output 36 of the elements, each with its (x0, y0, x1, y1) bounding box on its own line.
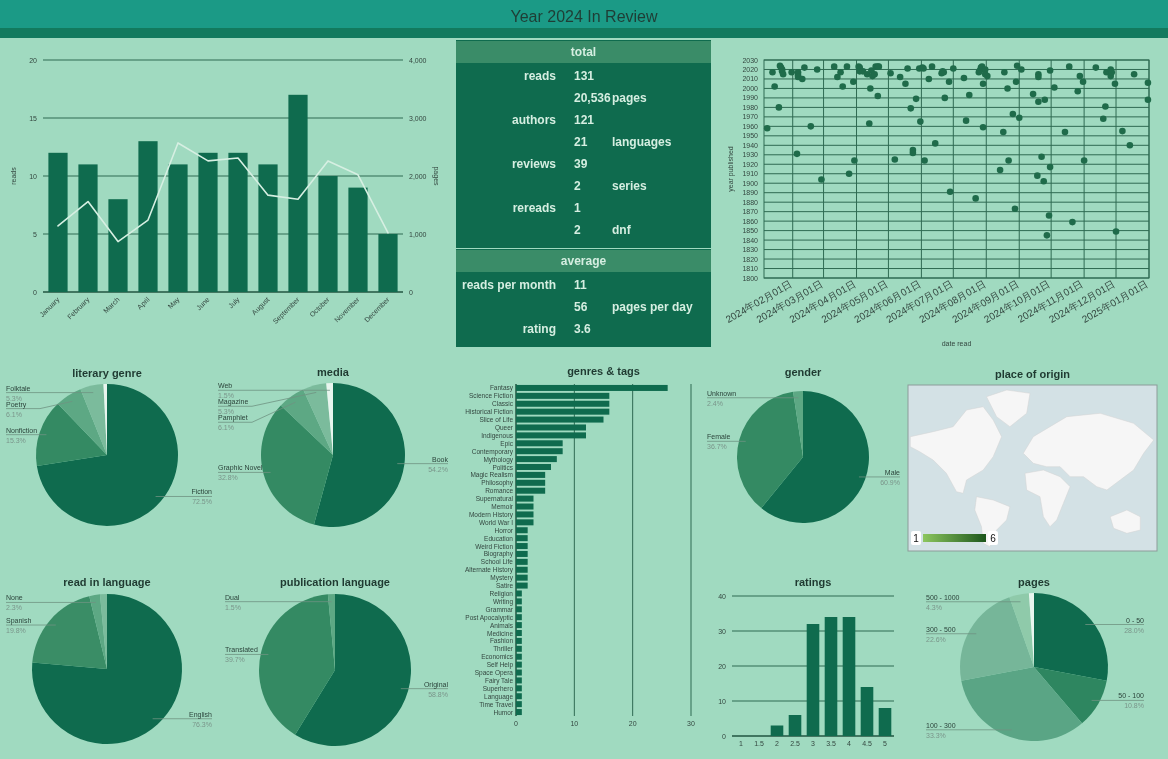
text: series (612, 179, 648, 193)
text: 21 (574, 135, 588, 149)
text: reads (523, 69, 557, 83)
chart-title: genres & tags (567, 365, 640, 377)
chart-title: read in language (63, 576, 151, 588)
text: pages (612, 91, 648, 105)
text: authors (511, 113, 557, 127)
text: pages per day (612, 300, 694, 314)
chart-title: gender (784, 366, 823, 378)
text: 20,536 (574, 91, 612, 105)
text: 6 (990, 532, 997, 544)
text: 2 (574, 179, 581, 193)
text: total (570, 45, 597, 59)
text: 56 (574, 300, 588, 314)
text: 11 (574, 278, 588, 292)
text: 3.6 (574, 322, 592, 336)
chart-title: media (317, 366, 350, 378)
text: dnf (612, 223, 632, 237)
chart-title: publication language (279, 576, 391, 588)
chart-title: ratings (794, 576, 832, 588)
text: reads per month (461, 278, 556, 292)
text: 39 (574, 157, 588, 171)
text: average (560, 254, 607, 268)
text: 2 (574, 223, 581, 237)
text: 131 (574, 69, 595, 83)
text: Year 2024 In Review (510, 7, 658, 25)
text: rereads (512, 201, 557, 215)
text: languages (612, 135, 672, 149)
text: reviews (511, 157, 557, 171)
text: place of origin (994, 368, 1071, 380)
text: rating (522, 322, 556, 336)
text: 1 (913, 532, 920, 544)
chart-title: pages (1018, 576, 1050, 588)
chart-title: literary genre (72, 367, 142, 379)
text: 121 (574, 113, 595, 127)
text: 1 (574, 201, 581, 215)
